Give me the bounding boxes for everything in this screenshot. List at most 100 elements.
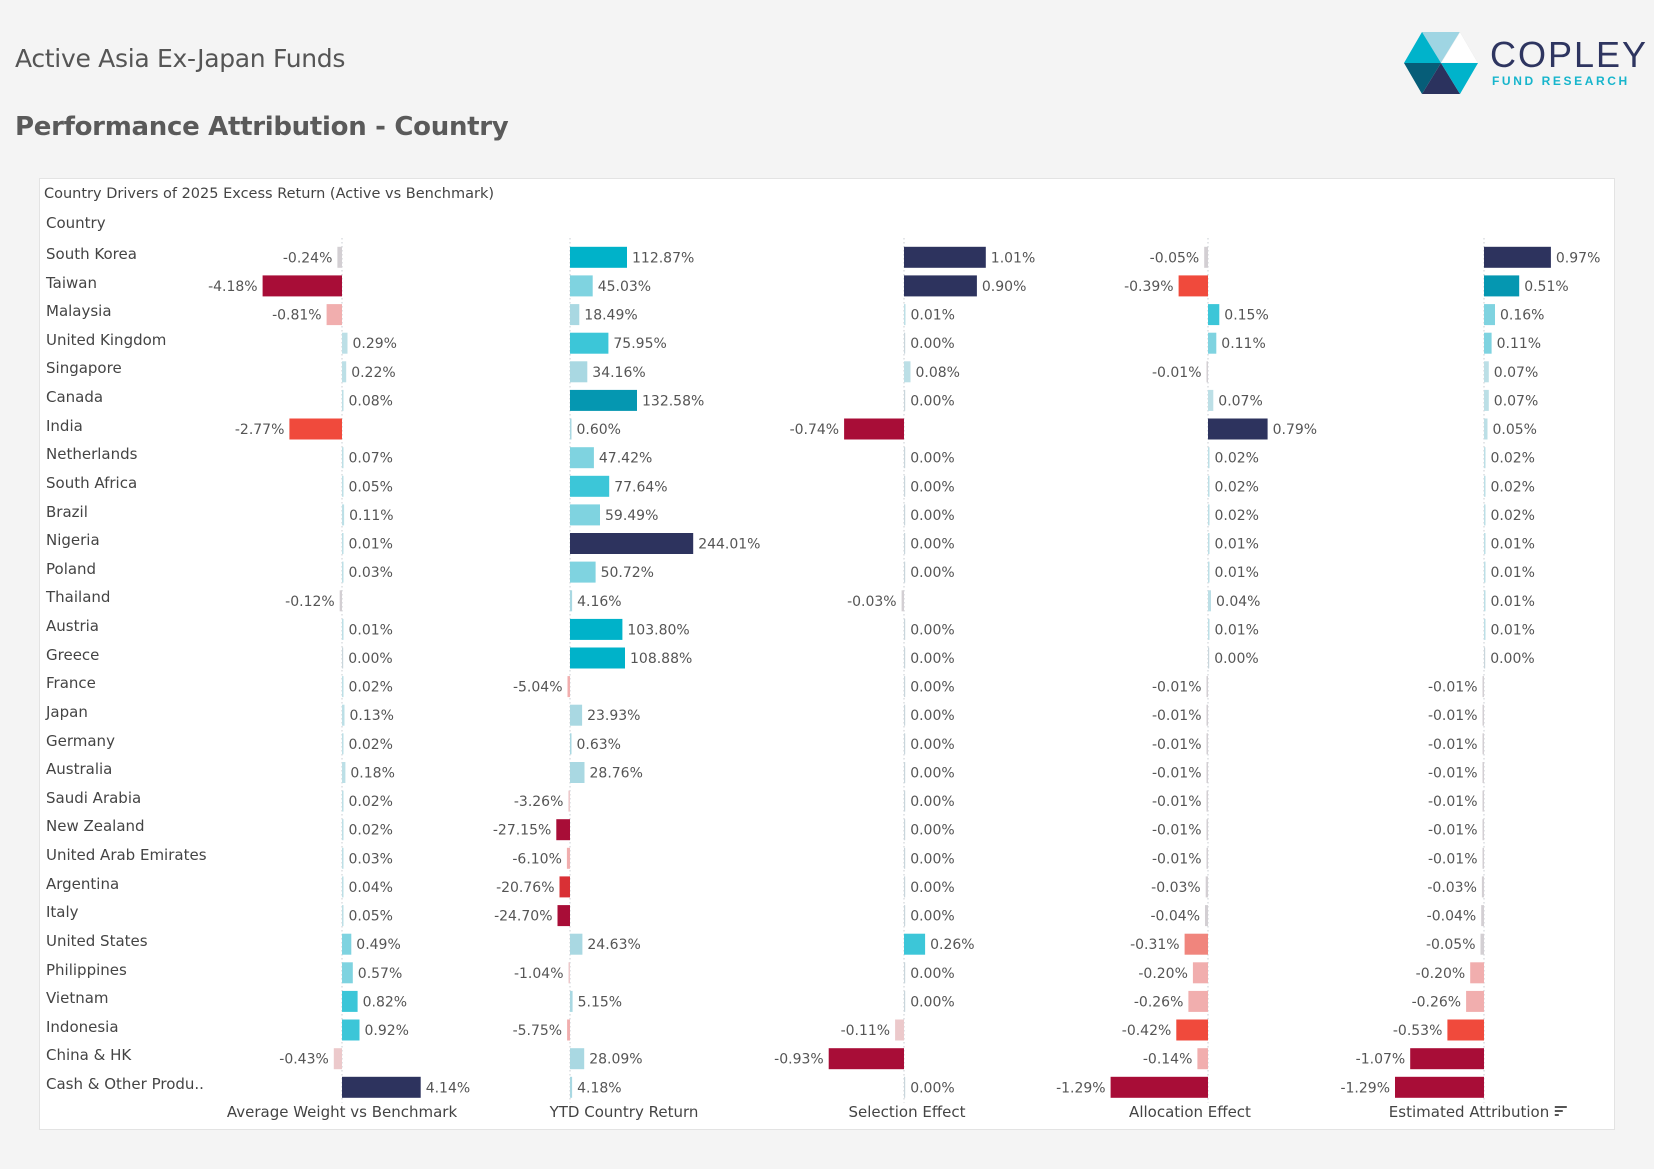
bar-allocation-effect-south-africa[interactable] [1208,475,1210,497]
country-column-header[interactable]: Country [46,214,106,232]
bar-average-weight-vs-benchmark-singapore[interactable] [342,361,347,383]
bar-allocation-effect-japan[interactable] [1206,704,1209,726]
bar-allocation-effect-vietnam[interactable] [1188,990,1208,1012]
bar-average-weight-vs-benchmark-south-africa[interactable] [342,475,344,497]
bar-estimated-attribution-greece[interactable] [1484,647,1486,669]
bar-average-weight-vs-benchmark-germany[interactable] [342,733,344,755]
bar-estimated-attribution-united-states[interactable] [1480,933,1485,955]
country-label-italy[interactable]: Italy [46,903,79,922]
country-label-malaysia[interactable]: Malaysia [46,302,112,321]
bar-selection-effect-united-kingdom[interactable] [904,332,906,354]
bar-allocation-effect-poland[interactable] [1208,561,1210,583]
bar-estimated-attribution-cash-other-produ[interactable] [1395,1076,1484,1098]
bar-allocation-effect-taiwan[interactable] [1178,275,1208,297]
country-label-germany[interactable]: Germany [46,731,115,750]
country-label-indonesia[interactable]: Indonesia [46,1017,119,1036]
country-label-australia[interactable]: Australia [46,760,113,779]
bar-average-weight-vs-benchmark-south-korea[interactable] [337,246,342,268]
country-label-austria[interactable]: Austria [46,617,99,636]
country-label-new-zealand[interactable]: New Zealand [46,817,145,836]
bar-selection-effect-australia[interactable] [904,762,906,783]
bar-average-weight-vs-benchmark-austria[interactable] [342,618,344,640]
bar-selection-effect-taiwan[interactable] [904,275,977,297]
bar-ytd-country-return-philippines[interactable] [568,962,571,984]
bar-allocation-effect-greece[interactable] [1208,647,1210,669]
bar-ytd-country-return-vietnam[interactable] [570,990,573,1012]
bar-ytd-country-return-france[interactable] [567,676,571,698]
bar-estimated-attribution-italy[interactable] [1481,905,1484,927]
sort-descending-icon[interactable] [1555,1106,1568,1116]
bar-ytd-country-return-singapore[interactable] [570,361,588,383]
bar-estimated-attribution-malaysia[interactable] [1484,304,1495,326]
bar-average-weight-vs-benchmark-thailand[interactable] [339,590,342,612]
country-label-south-korea[interactable]: South Korea [46,245,137,263]
bar-average-weight-vs-benchmark-nigeria[interactable] [342,533,344,554]
bar-estimated-attribution-taiwan[interactable] [1484,275,1520,297]
bar-estimated-attribution-vietnam[interactable] [1466,990,1484,1012]
bar-allocation-effect-netherlands[interactable] [1208,447,1210,469]
country-label-canada[interactable]: Canada [46,388,104,407]
bar-ytd-country-return-brazil[interactable] [570,504,600,526]
bar-average-weight-vs-benchmark-japan[interactable] [342,704,345,726]
bar-allocation-effect-malaysia[interactable] [1208,304,1220,326]
country-label-united-states[interactable]: United States [46,931,148,950]
bar-estimated-attribution-new-zealand[interactable] [1482,819,1485,841]
bar-estimated-attribution-france[interactable] [1482,676,1485,698]
bar-allocation-effect-china-hk[interactable] [1197,1048,1208,1070]
bar-average-weight-vs-benchmark-saudi-arabia[interactable] [342,790,344,812]
bar-average-weight-vs-benchmark-netherlands[interactable] [342,447,344,469]
bar-ytd-country-return-united-kingdom[interactable] [570,332,609,354]
bar-allocation-effect-australia[interactable] [1206,762,1209,783]
bar-selection-effect-thailand[interactable] [901,590,904,612]
bar-estimated-attribution-singapore[interactable] [1484,361,1489,383]
country-label-united-kingdom[interactable]: United Kingdom [46,330,167,349]
bar-allocation-effect-cash-other-produ[interactable] [1110,1076,1208,1098]
bar-selection-effect-greece[interactable] [904,647,906,669]
bar-allocation-effect-nigeria[interactable] [1208,533,1210,554]
bar-selection-effect-cash-other-produ[interactable] [904,1076,906,1098]
bar-average-weight-vs-benchmark-new-zealand[interactable] [342,819,344,841]
bar-average-weight-vs-benchmark-canada[interactable] [342,389,344,411]
bar-ytd-country-return-australia[interactable] [570,762,585,783]
bar-estimated-attribution-philippines[interactable] [1470,962,1484,984]
bar-allocation-effect-united-kingdom[interactable] [1208,332,1217,354]
bar-allocation-effect-france[interactable] [1206,676,1209,698]
bar-ytd-country-return-south-africa[interactable] [570,475,610,497]
bar-selection-effect-argentina[interactable] [904,876,906,898]
country-label-greece[interactable]: Greece [46,645,100,664]
bar-estimated-attribution-nigeria[interactable] [1484,533,1486,554]
bar-selection-effect-philippines[interactable] [904,962,906,984]
bar-selection-effect-china-hk[interactable] [828,1048,904,1070]
bar-estimated-attribution-south-korea[interactable] [1484,246,1551,268]
bar-ytd-country-return-south-korea[interactable] [570,246,627,268]
bar-ytd-country-return-taiwan[interactable] [570,275,593,297]
bar-selection-effect-united-arab-emirates[interactable] [904,847,906,869]
bar-allocation-effect-argentina[interactable] [1205,876,1208,898]
bar-selection-effect-austria[interactable] [904,618,906,640]
bar-allocation-effect-italy[interactable] [1205,905,1208,927]
bar-estimated-attribution-united-kingdom[interactable] [1484,332,1492,354]
bar-allocation-effect-philippines[interactable] [1192,962,1208,984]
bar-estimated-attribution-brazil[interactable] [1484,504,1486,526]
country-label-philippines[interactable]: Philippines [46,960,127,979]
bar-average-weight-vs-benchmark-argentina[interactable] [342,876,344,898]
bar-selection-effect-canada[interactable] [904,389,906,411]
bar-ytd-country-return-nigeria[interactable] [570,533,694,554]
bar-estimated-attribution-south-africa[interactable] [1484,475,1486,497]
bar-allocation-effect-saudi-arabia[interactable] [1206,790,1209,812]
bar-estimated-attribution-india[interactable] [1484,418,1488,440]
country-label-singapore[interactable]: Singapore [46,359,122,378]
bar-estimated-attribution-netherlands[interactable] [1484,447,1486,469]
bar-average-weight-vs-benchmark-poland[interactable] [342,561,344,583]
bar-average-weight-vs-benchmark-united-arab-emirates[interactable] [342,847,344,869]
bar-ytd-country-return-greece[interactable] [570,647,625,669]
country-label-cash-other-produ[interactable]: Cash & Other Produ.. [46,1074,204,1093]
bar-average-weight-vs-benchmark-vietnam[interactable] [342,990,358,1012]
bar-estimated-attribution-poland[interactable] [1484,561,1486,583]
bar-estimated-attribution-argentina[interactable] [1481,876,1484,898]
bar-allocation-effect-austria[interactable] [1208,618,1210,640]
country-label-thailand[interactable]: Thailand [46,588,111,607]
bar-selection-effect-malaysia[interactable] [904,304,906,326]
bar-selection-effect-india[interactable] [844,418,904,440]
bar-estimated-attribution-china-hk[interactable] [1410,1048,1484,1070]
